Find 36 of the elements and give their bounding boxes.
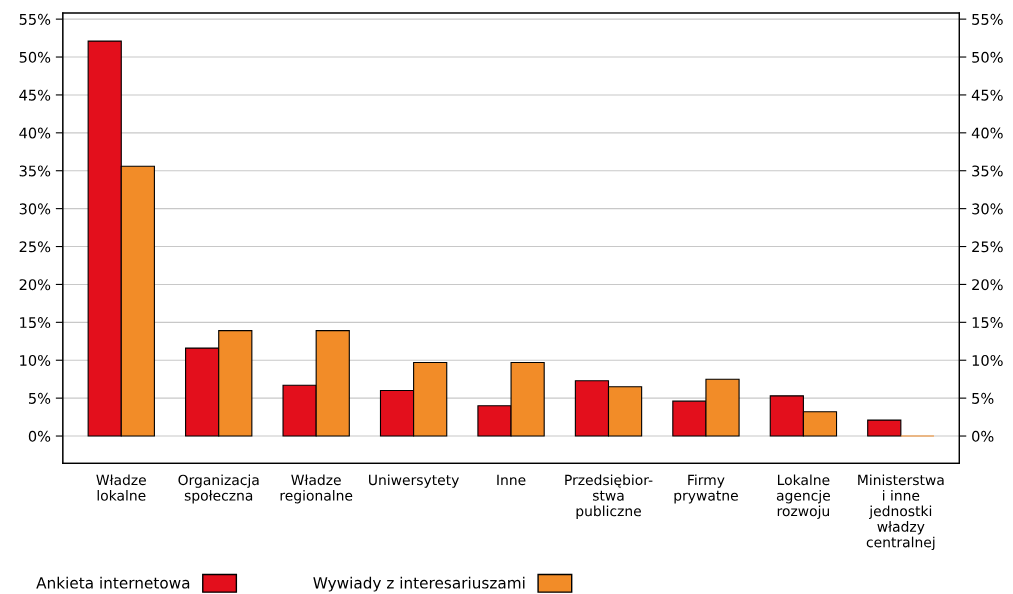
y-tick-label: 55% (19, 13, 51, 25)
x-tick-label: Przedsiębior- stwa publiczne (565, 474, 653, 519)
x-tick-label: Organizacja społeczna (178, 474, 259, 504)
y-tick-label: 5% (28, 392, 51, 404)
y-tick-label: 50% (19, 51, 51, 63)
y2-tick-label: 10% (972, 354, 1003, 366)
y-tick-label: 20% (19, 279, 51, 291)
y2-tick-label: 15% (972, 317, 1003, 329)
y-tick-label: 0% (28, 430, 51, 442)
legend-label: Ankieta internetowa (36, 576, 190, 589)
y-tick-label: 15% (20, 317, 51, 329)
x-tick-label: Władze regionalne (280, 474, 353, 504)
x-tick-label: Władze lokalne (96, 474, 146, 501)
y2-tick-label: 45% (971, 89, 1003, 101)
y2-tick-label: 20% (972, 279, 1003, 291)
y2-tick-label: 50% (972, 51, 1003, 63)
y2-tick-label: 25% (972, 241, 1003, 253)
y-tick-label: 45% (19, 89, 51, 101)
y2-tick-label: 55% (972, 13, 1003, 25)
x-tick-label: Uniwersytety (369, 474, 459, 488)
y-tick-label: 25% (19, 241, 51, 253)
y-tick-label: 30% (19, 203, 51, 215)
y2-tick-label: 30% (972, 203, 1003, 215)
y-tick-label: 35% (19, 165, 51, 177)
y2-tick-label: 0% (972, 430, 994, 442)
x-tick-label: Ministerstwa i inne jednostki władzy centralnej (858, 474, 944, 551)
y2-tick-label: 40% (971, 127, 1003, 139)
x-tick-label: Firmy prywatne (674, 474, 738, 504)
x-tick-label: Lokalne agencje rozwoju (776, 474, 831, 519)
y2-tick-label: 5% (972, 392, 994, 404)
y2-tick-label: 35% (972, 165, 1003, 177)
bar (867, 419, 902, 437)
y-tick-label: 40% (19, 127, 51, 139)
x-tick-label: Inne (497, 474, 526, 486)
legend-label: Wywiady z interesariuszami (313, 576, 525, 592)
y-tick-label: 10% (20, 354, 51, 366)
